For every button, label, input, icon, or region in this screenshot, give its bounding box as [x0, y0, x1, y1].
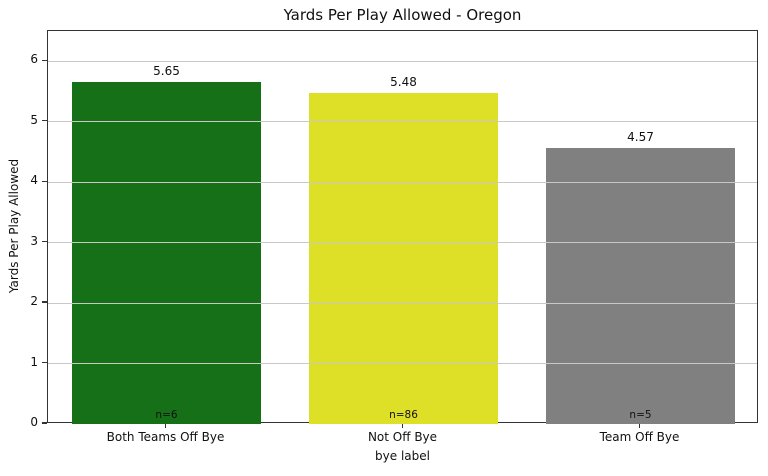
bar-count-label: n=6	[155, 409, 178, 421]
y-tick-label: 4	[30, 173, 38, 188]
y-tick-label: 6	[30, 52, 38, 67]
y-tick-mark	[42, 59, 47, 61]
bar-count-label: n=5	[629, 409, 652, 421]
bar-not-off-bye	[308, 92, 499, 424]
bar-value-label: 5.65	[153, 64, 180, 79]
bar-count-label: n=86	[389, 409, 418, 421]
chart-title: Yards Per Play Allowed - Oregon	[283, 6, 522, 24]
bar-both-teams-off-bye	[71, 82, 262, 424]
x-tick-mark	[164, 423, 167, 428]
x-tick-label-not-off-bye: Not Off Bye	[367, 430, 438, 444]
bar-value-label: 4.57	[627, 129, 654, 144]
y-tick-mark	[42, 422, 47, 424]
y-tick-mark	[42, 180, 47, 182]
y-tick-mark	[42, 120, 47, 122]
y-tick-mark	[42, 361, 47, 364]
bar-team-off-bye	[545, 147, 736, 424]
x-tick-label-team-off-bye: Team Off Bye	[599, 430, 680, 444]
gridline-y-5	[48, 121, 757, 123]
bar-value-label: 5.48	[390, 74, 417, 89]
gridline-y-4	[48, 181, 757, 183]
y-tick-mark	[42, 241, 47, 243]
gridline-y-2	[48, 302, 757, 304]
gridline-y-3	[48, 242, 757, 244]
y-tick-label: 1	[30, 354, 38, 369]
x-tick-mark	[638, 423, 641, 428]
x-axis-label: bye label	[375, 449, 430, 463]
gridline-y-1	[48, 363, 757, 365]
x-tick-mark	[401, 423, 404, 428]
x-tick-label-both-teams-off-bye: Both Teams Off Bye	[106, 430, 225, 444]
y-tick-label: 3	[30, 233, 38, 248]
y-tick-mark	[42, 301, 47, 303]
gridline-y-6	[48, 60, 757, 62]
y-tick-label: 0	[30, 415, 38, 429]
plot-area: 5.65 n=6 5.48 n=86 4.57 n=5	[47, 30, 758, 424]
y-tick-label: 2	[30, 294, 38, 309]
y-tick-label: 5	[30, 112, 38, 127]
